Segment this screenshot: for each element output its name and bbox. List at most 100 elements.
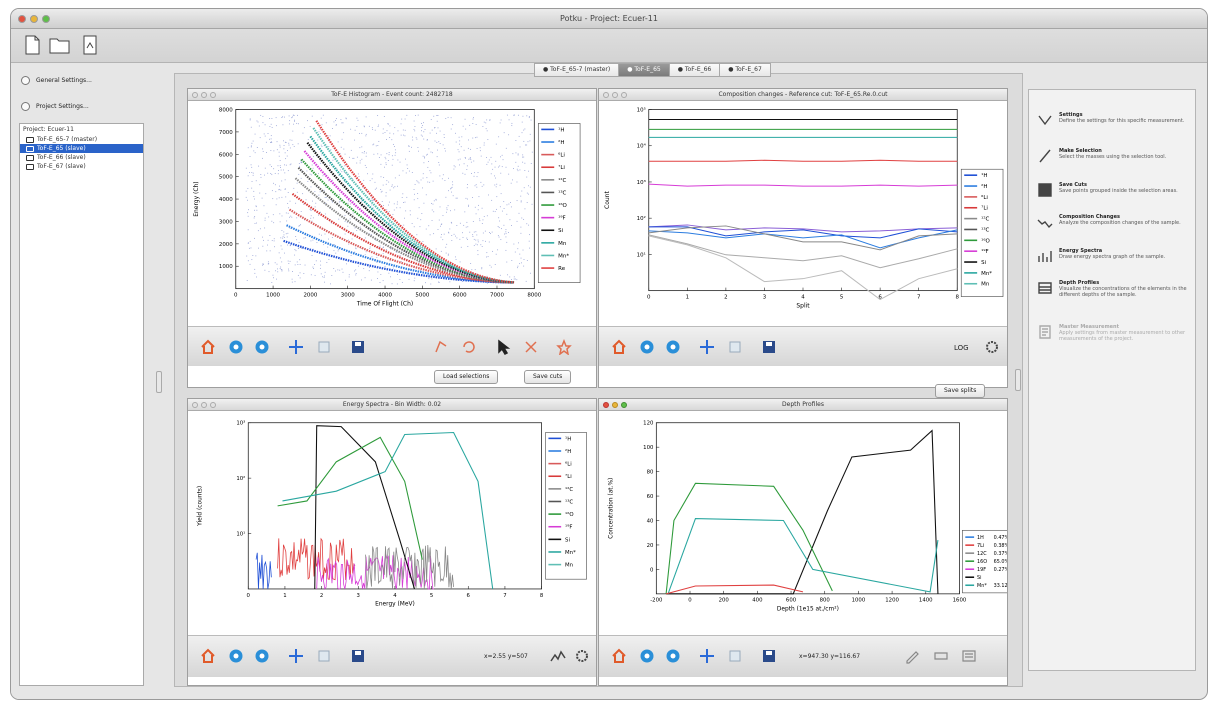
energy-legend-entry: Mn* xyxy=(565,550,576,556)
chevron-icon xyxy=(1038,115,1052,126)
min-dot[interactable] xyxy=(612,92,618,98)
pan-icon[interactable] xyxy=(699,648,715,664)
min-dot[interactable] xyxy=(201,92,207,98)
action-composition[interactable]: Composition Changes Analyze the compositi… xyxy=(1037,214,1191,230)
tab-measurement[interactable]: ● ToF-E_67 xyxy=(719,63,771,77)
minimize-button[interactable] xyxy=(30,15,38,23)
zoom-icon[interactable] xyxy=(316,648,332,664)
back-icon[interactable] xyxy=(228,648,244,664)
project-tree[interactable]: Project: Ecuer-11 ToF-E_65-7 (master) ToF… xyxy=(19,123,144,686)
back-icon[interactable] xyxy=(639,648,655,664)
save-splits-button[interactable]: Save splits xyxy=(935,384,986,398)
histogram-x-tick-label: 2000 xyxy=(303,293,317,299)
tree-item[interactable]: ToF-E_66 (slave) xyxy=(20,153,143,162)
close-button[interactable] xyxy=(18,15,26,23)
max-dot[interactable] xyxy=(621,402,627,408)
project-settings-option[interactable]: Project Settings... xyxy=(21,102,89,111)
forward-icon[interactable] xyxy=(665,339,681,355)
tab-measurement[interactable]: ● ToF-E_65 xyxy=(618,63,670,77)
composition-series-line xyxy=(648,224,958,233)
tree-item[interactable]: ToF-E_67 (slave) xyxy=(20,162,143,171)
action-save-cuts[interactable]: Save Cuts Save points grouped inside the … xyxy=(1037,182,1191,198)
composition-series-line xyxy=(648,229,958,249)
tab-measurement[interactable]: ● ToF-E_66 xyxy=(668,63,721,77)
home-icon[interactable] xyxy=(200,339,216,355)
close-dot[interactable] xyxy=(192,92,198,98)
pan-icon[interactable] xyxy=(288,339,304,355)
zoom-icon[interactable] xyxy=(316,339,332,355)
min-dot[interactable] xyxy=(612,402,618,408)
home-icon[interactable] xyxy=(611,648,627,664)
pan-icon[interactable] xyxy=(288,648,304,664)
log-toggle[interactable]: LOG xyxy=(954,344,969,352)
composition-legend-entry: ¹⁶O xyxy=(981,237,990,244)
save-icon[interactable] xyxy=(761,648,777,664)
action-desc-text: Select the masses using the selection to… xyxy=(1059,154,1167,160)
energy-x-tick-label: 5 xyxy=(430,593,433,599)
close-dot[interactable] xyxy=(603,92,609,98)
zoom-icon[interactable] xyxy=(727,648,743,664)
energy-x-tick-label: 6 xyxy=(467,593,471,599)
home-icon[interactable] xyxy=(200,648,216,664)
zoom-button[interactable] xyxy=(42,15,50,23)
load-selections-button[interactable]: Load selections xyxy=(434,370,499,384)
open-project-icon[interactable] xyxy=(49,35,71,55)
composition-legend-entry: ¹H xyxy=(981,172,987,179)
depth-profiles-plot[interactable]: -200 0 200 400 600 800 1000 1200 1400 1600 0 20 40 60… xyxy=(599,411,1007,631)
min-dot[interactable] xyxy=(201,402,207,408)
left-splitter-handle[interactable] xyxy=(156,371,162,393)
energy-y-tick-label: 10³ xyxy=(236,420,245,427)
zoom-icon[interactable] xyxy=(727,339,743,355)
delete-icon[interactable] xyxy=(523,339,539,355)
max-dot[interactable] xyxy=(210,402,216,408)
close-dot[interactable] xyxy=(603,402,609,408)
histogram-plot[interactable]: 0 1000 2000 3000 4000 5000 6000 7000 8000 1000 200… xyxy=(188,101,596,326)
action-chevron[interactable]: Settings Define the settings for this spe… xyxy=(1037,112,1191,128)
tree-item[interactable]: ToF-E_65-7 (master) xyxy=(20,135,143,144)
back-icon[interactable] xyxy=(639,339,655,355)
max-dot[interactable] xyxy=(210,92,216,98)
selection-icon[interactable] xyxy=(433,339,449,355)
pan-icon[interactable] xyxy=(699,339,715,355)
gear-icon[interactable] xyxy=(984,339,1000,355)
energy-spectra-plot[interactable]: 0 1 2 3 4 5 6 7 8 10¹ 10² 10³ Energy (MeV) Yield (cou… xyxy=(188,411,596,631)
home-icon[interactable] xyxy=(611,339,627,355)
save-icon[interactable] xyxy=(350,339,366,355)
tab-measurement[interactable]: ● ToF-E_65-7 (master) xyxy=(534,63,620,77)
save-icon[interactable] xyxy=(761,339,777,355)
new-measurement-icon[interactable] xyxy=(81,35,99,55)
ruler-icon[interactable] xyxy=(933,648,949,664)
settings-tool-icon[interactable] xyxy=(556,339,572,355)
energy-x-tick-label: 7 xyxy=(503,593,506,599)
relative-icon[interactable] xyxy=(961,648,977,664)
pointer-icon[interactable] xyxy=(495,339,511,355)
save-icon[interactable] xyxy=(350,648,366,664)
new-project-icon[interactable] xyxy=(23,35,41,55)
forward-icon[interactable] xyxy=(665,648,681,664)
close-dot[interactable] xyxy=(192,402,198,408)
action-depth-profiles[interactable]: Depth Profiles Visualize the concentratio… xyxy=(1037,280,1191,298)
back-icon[interactable] xyxy=(228,339,244,355)
depth-axes-frame xyxy=(655,422,960,595)
gear-icon[interactable] xyxy=(574,648,590,664)
action-energy-spectra[interactable]: Energy Spectra Draw energy spectra graph … xyxy=(1037,248,1191,264)
forward-icon[interactable] xyxy=(254,339,270,355)
action-pen[interactable]: Make Selection Select the masses using th… xyxy=(1037,148,1191,164)
composition-plot[interactable]: 0 1 2 3 4 5 6 7 8 10¹ 10² 10³ 10⁴ 10⁵ Split Count ¹H ²H ⁶L… xyxy=(599,101,1007,326)
pencil-icon[interactable] xyxy=(904,648,920,664)
tree-item[interactable]: ToF-E_65 (slave) xyxy=(20,144,143,153)
action-desc-text: Analyze the composition changes of the s… xyxy=(1059,220,1181,226)
histogram-curve xyxy=(283,239,513,284)
max-dot[interactable] xyxy=(621,92,627,98)
undo-icon[interactable] xyxy=(460,339,476,355)
forward-icon[interactable] xyxy=(254,648,270,664)
save-cuts-button[interactable]: Save cuts xyxy=(524,370,572,384)
right-splitter-handle[interactable] xyxy=(1015,369,1021,391)
master-icon xyxy=(1039,325,1051,339)
depth-legend-value: 65.0% xyxy=(994,559,1007,565)
line-chart-toggle-icon[interactable] xyxy=(550,648,566,664)
general-settings-option[interactable]: General Settings... xyxy=(21,76,92,85)
tree-root[interactable]: Project: Ecuer-11 xyxy=(23,126,74,133)
measurement-tabs: ● ToF-E_65-7 (master) ● ToF-E_65 ● ToF-E_6… xyxy=(534,63,771,77)
action-master[interactable]: Master Measurement Apply settings from ma… xyxy=(1037,324,1191,342)
